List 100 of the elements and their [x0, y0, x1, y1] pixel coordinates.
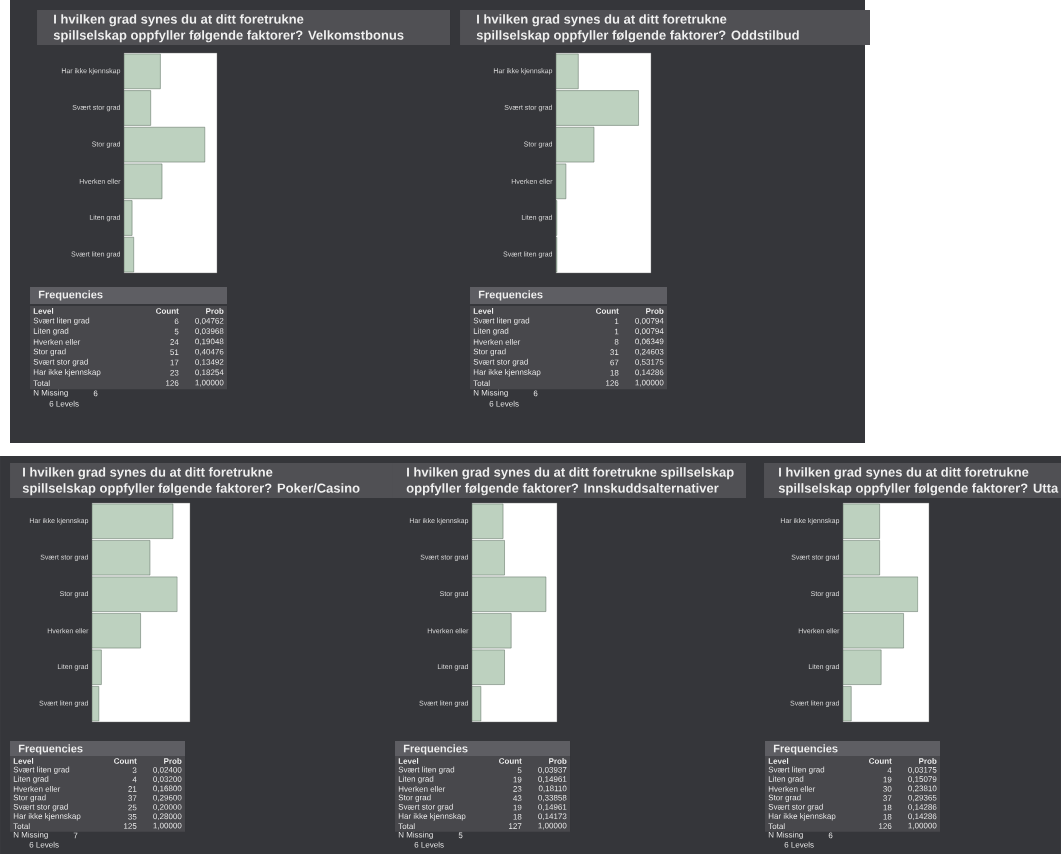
- text: 18: [883, 804, 892, 811]
- category-label: Svært stor grad: [398, 803, 453, 812]
- text: Prob: [919, 758, 937, 764]
- text: 0,06349: [635, 338, 664, 346]
- text: 0,18254: [195, 369, 224, 377]
- text: 4: [887, 767, 892, 774]
- text: N Missing: [768, 831, 803, 840]
- category-label: Liten grad: [13, 775, 49, 784]
- text: 18: [883, 813, 892, 820]
- text: 67: [610, 359, 619, 366]
- text: 0,15079: [908, 776, 937, 783]
- text: 7: [73, 832, 78, 839]
- text: 0,03968: [195, 328, 224, 335]
- text: N Missing: [473, 389, 508, 398]
- text: 0,14173: [538, 813, 567, 821]
- category-label: Svært liten grad: [473, 317, 530, 326]
- text: Level: [33, 308, 54, 314]
- text: Total: [398, 823, 415, 830]
- category-label: Svært stor grad: [768, 803, 823, 812]
- category-label: Hverken eller: [768, 785, 816, 792]
- text: Count: [869, 758, 892, 764]
- text: 127: [509, 823, 522, 829]
- text: 3: [132, 767, 137, 774]
- text: 19: [513, 776, 522, 783]
- text: 0,00794: [635, 328, 664, 335]
- text: Prob: [206, 308, 224, 314]
- text: Prob: [164, 758, 182, 764]
- text: Total: [33, 380, 50, 387]
- text: 37: [883, 795, 892, 802]
- text: 31: [610, 349, 619, 356]
- text: Level: [473, 308, 494, 314]
- text: 1,00000: [908, 822, 937, 830]
- text: 5: [458, 832, 463, 839]
- text: 0,19048: [195, 338, 224, 346]
- text: 6 Levels: [29, 841, 59, 848]
- text: 0,40476: [195, 348, 224, 356]
- text: 6: [93, 390, 98, 397]
- text: 25: [128, 804, 137, 811]
- category-label: Stor grad: [768, 794, 801, 802]
- category-label: Liten grad: [33, 327, 69, 336]
- chart-title: I hvilken grad synes du at ditt foretrukne spillselskap oppfyller følgende faktorer? Oddstilbud: [476, 14, 799, 43]
- text: 19: [513, 804, 522, 811]
- text: 0,14286: [908, 804, 937, 811]
- category-label: Svært liten grad: [398, 766, 455, 775]
- text: 1,00000: [153, 822, 182, 830]
- text: 0,16800: [153, 785, 182, 793]
- category-label: Svært liten grad: [768, 766, 825, 775]
- chart-title: I hvilken grad synes du at ditt foretrukne spillselskap oppfyller følgende faktorer? Innskuddsalternativer: [406, 467, 734, 496]
- text: 0,28000: [153, 813, 182, 821]
- text: 30: [883, 786, 892, 792]
- text: Level: [768, 758, 789, 764]
- text: N Missing: [13, 831, 48, 840]
- text: Count: [499, 758, 522, 764]
- text: 4: [132, 776, 137, 783]
- category-label: Stor grad: [13, 794, 46, 802]
- category-label: Hverken eller: [33, 338, 81, 345]
- text: 0,03175: [908, 766, 937, 774]
- text: 8: [614, 339, 619, 345]
- text: 6 Levels: [414, 841, 444, 848]
- text: 24: [170, 339, 179, 345]
- text: 6 Levels: [489, 400, 519, 407]
- category-label: Liten grad: [398, 775, 434, 784]
- text: 23: [170, 369, 179, 376]
- text: Count: [596, 308, 619, 314]
- text: 17: [170, 359, 179, 366]
- category-label: Stor grad: [473, 348, 506, 356]
- text: 1: [614, 328, 619, 335]
- category-label: Stor grad: [398, 794, 431, 802]
- text: 0,53175: [635, 359, 664, 366]
- text: 0,03200: [153, 776, 182, 783]
- text: 37: [128, 795, 137, 802]
- category-label: Svært stor grad: [13, 803, 68, 812]
- text: 1: [614, 318, 619, 325]
- text: 0,18110: [538, 785, 567, 793]
- text: 0,20000: [153, 804, 182, 811]
- text: 125: [124, 823, 137, 829]
- text: Total: [768, 823, 785, 830]
- text: 0,14961: [538, 776, 567, 783]
- text: 0,14286: [908, 813, 937, 821]
- text: 6 Levels: [49, 400, 79, 407]
- category-label: Svært stor grad: [473, 358, 528, 367]
- text: 5: [174, 328, 179, 335]
- text: Frequencies: [773, 744, 838, 755]
- text: Frequencies: [403, 744, 468, 755]
- text: 18: [513, 813, 522, 820]
- text: 21: [128, 786, 137, 792]
- category-label: Hverken eller: [13, 785, 61, 792]
- category-label: Liten grad: [473, 327, 509, 336]
- text: Count: [156, 308, 179, 314]
- text: Total: [473, 380, 490, 387]
- text: 0,14286: [635, 369, 664, 377]
- text: 43: [513, 795, 522, 802]
- text: Frequencies: [38, 290, 103, 301]
- text: 0,29600: [153, 794, 182, 802]
- text: 6: [174, 318, 179, 325]
- text: Count: [114, 758, 137, 764]
- text: 23: [513, 786, 522, 792]
- text: 19: [883, 776, 892, 783]
- text: 0,33858: [538, 794, 567, 802]
- text: 126: [166, 380, 179, 386]
